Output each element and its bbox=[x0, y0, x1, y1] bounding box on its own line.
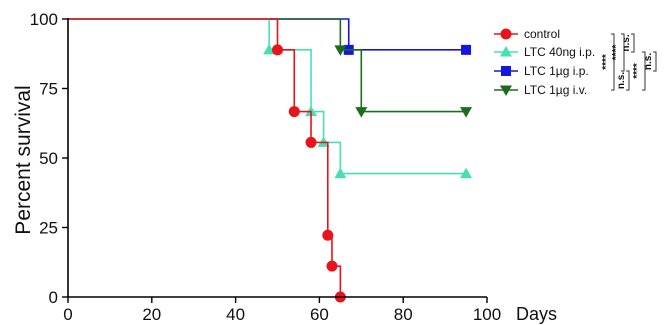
data-point bbox=[334, 167, 347, 179]
plot-area bbox=[68, 18, 473, 303]
series-control bbox=[68, 18, 346, 303]
x-tick-label: 40 bbox=[226, 305, 245, 324]
significance-bracket: n.s. bbox=[643, 51, 657, 72]
legend-marker bbox=[500, 85, 512, 96]
significance-label: **** bbox=[632, 63, 643, 79]
significance-label: **** bbox=[601, 54, 612, 70]
y-ticks: 0 25 50 75 100 bbox=[30, 10, 68, 307]
x-tick-label: 60 bbox=[310, 305, 329, 324]
data-point bbox=[272, 44, 283, 56]
series-line bbox=[68, 18, 467, 51]
y-tick-label: 0 bbox=[49, 288, 58, 307]
bracket-line bbox=[621, 33, 625, 72]
legend-marker bbox=[501, 66, 511, 76]
data-point bbox=[322, 229, 334, 241]
significance-label: n.s. bbox=[621, 34, 632, 51]
bracket-line bbox=[626, 70, 630, 91]
y-tick-label: 75 bbox=[39, 80, 58, 99]
y-axis-title: Percent survival bbox=[12, 85, 35, 234]
data-point bbox=[326, 260, 338, 272]
significance-bracket: n.s. bbox=[616, 70, 630, 91]
x-tick-label: 20 bbox=[142, 305, 161, 324]
bracket-line bbox=[653, 51, 657, 72]
series-ltc-40ng-i-p- bbox=[68, 18, 473, 179]
legend-label: control bbox=[524, 27, 560, 41]
series-line bbox=[68, 18, 467, 113]
y-tick-label: 25 bbox=[39, 219, 58, 238]
data-point bbox=[263, 43, 276, 55]
x-tick-label: 80 bbox=[394, 305, 413, 324]
y-tick-label: 50 bbox=[39, 149, 58, 168]
significance-label: n.s. bbox=[616, 72, 627, 89]
legend-marker bbox=[500, 28, 512, 40]
series-ltc-1-g-i-v- bbox=[68, 18, 473, 118]
significance-brackets: ********n.s.n.s.****n.s. bbox=[601, 33, 657, 91]
legend-marker bbox=[500, 46, 512, 57]
significance-bracket: n.s. bbox=[621, 33, 635, 53]
significance-bracket: **** bbox=[611, 33, 625, 72]
data-point bbox=[334, 45, 347, 56]
series-line bbox=[68, 18, 467, 175]
data-point bbox=[288, 106, 300, 118]
x-ticks: 0 20 40 60 80 100 bbox=[63, 297, 501, 324]
data-point bbox=[461, 44, 472, 55]
series-line bbox=[68, 18, 342, 297]
significance-label: n.s. bbox=[643, 53, 654, 70]
x-axis-title: Days bbox=[516, 304, 557, 324]
legend-item: LTC 1µg i.p. bbox=[494, 64, 589, 78]
legend-label: LTC 1µg i.v. bbox=[524, 83, 587, 97]
data-point bbox=[460, 107, 473, 118]
bracket-line bbox=[611, 33, 615, 91]
legend-label: LTC 40ng i.p. bbox=[524, 45, 595, 59]
legend-label: LTC 1µg i.p. bbox=[524, 64, 589, 78]
bracket-line bbox=[642, 51, 646, 91]
significance-bracket: **** bbox=[601, 33, 615, 91]
significance-label: **** bbox=[611, 45, 622, 61]
data-point bbox=[305, 136, 317, 148]
significance-bracket: **** bbox=[632, 51, 646, 91]
bracket-line bbox=[631, 33, 635, 53]
legend-item: LTC 40ng i.p. bbox=[494, 45, 595, 59]
legend-item: control bbox=[494, 27, 560, 41]
legend: control LTC 40ng i.p. LTC 1µg i.p. LTC 1µg … bbox=[494, 27, 595, 97]
data-point bbox=[460, 167, 473, 179]
x-tick-label: 0 bbox=[63, 305, 72, 324]
legend-item: LTC 1µg i.v. bbox=[494, 83, 587, 97]
y-tick-label: 100 bbox=[30, 10, 58, 29]
x-tick-label: 100 bbox=[473, 305, 501, 324]
data-point bbox=[355, 107, 368, 118]
